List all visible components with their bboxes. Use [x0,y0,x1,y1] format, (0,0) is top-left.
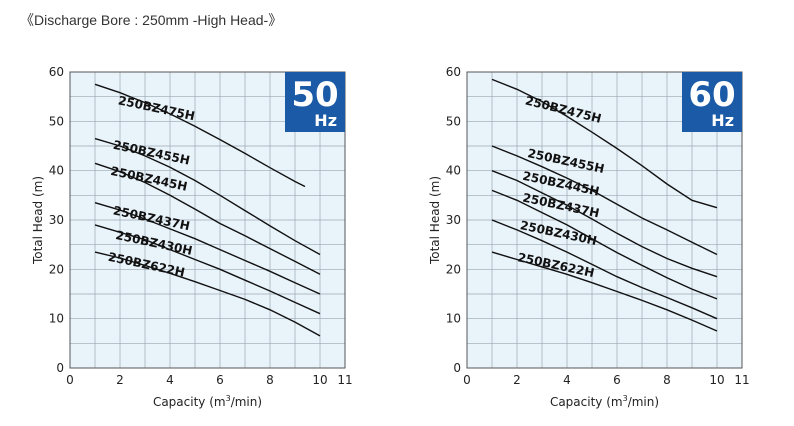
y-axis-title: Total Head (m) [428,176,442,265]
x-tick-label: 2 [513,373,521,387]
y-tick-label: 10 [49,312,64,326]
curve-250BZ437H [491,189,718,300]
x-tick-label: 2 [116,373,124,387]
x-tick-label: 0 [463,373,471,387]
y-tick-label: 10 [446,312,461,326]
y-tick-label: 40 [49,164,64,178]
curve-250BZ455H [491,145,718,256]
curve-250BZ455H [94,137,321,256]
frequency-badge-unit: Hz [711,111,734,130]
curve-250BZ437H [94,202,321,295]
frequency-badge [682,72,742,132]
x-axis-title-prefix: Capacity (m [550,395,623,409]
x-axis-title-superscript: 3 [623,394,628,403]
x-axis-title-superscript: 3 [226,394,231,403]
x-axis-title-prefix: Capacity (m [153,395,226,409]
curve-250BZ622H [491,251,718,332]
x-axis-title: Capacity (m3/min) [153,394,262,409]
y-tick-label: 30 [446,213,461,227]
chart-60hz: 0 2 4 6 8 10 11 0 10 20 30 40 50 60 Capacity (m3/min) T… [428,65,750,409]
x-tick-label: 10 [709,373,724,387]
x-tick-label: 11 [337,373,352,387]
page-title: 《Discharge Bore : 250mm -High Head-》 [20,12,283,28]
x-axis-title-suffix: /min) [628,395,659,409]
x-tick-label: 6 [613,373,621,387]
x-tick-label: 10 [312,373,327,387]
y-tick-label: 0 [56,361,64,375]
x-axis-title-suffix: /min) [231,395,262,409]
x-axis-title: Capacity (m3/min) [550,394,659,409]
frequency-badge-value: 60 [688,75,735,115]
x-tick-label: 8 [266,373,274,387]
frequency-badge-value: 50 [291,75,338,115]
x-tick-label: 0 [66,373,74,387]
x-tick-label: 4 [563,373,571,387]
curve-250BZ445H [94,162,321,275]
frequency-badge-unit: Hz [314,111,337,130]
x-tick-label: 11 [734,373,749,387]
y-tick-label: 0 [453,361,461,375]
y-tick-label: 50 [446,114,461,128]
plot-frame [466,71,743,369]
x-tick-label: 8 [663,373,671,387]
curve-250BZ475H [94,83,306,188]
curve-250BZ445H [491,170,718,278]
y-tick-label: 60 [446,65,461,79]
y-tick-label: 30 [49,213,64,227]
chart-50hz: 0 2 4 6 8 10 11 0 10 20 30 40 50 60 Capacity (m3/min) T… [31,65,353,409]
frequency-badge [285,72,345,132]
curve-250BZ622H [94,251,321,337]
curve-250BZ475H [491,78,718,209]
curve-250BZ430H [491,219,718,320]
x-tick-label: 6 [216,373,224,387]
curve-250BZ430H [94,224,321,315]
y-axis-title: Total Head (m) [31,176,45,265]
y-tick-label: 40 [446,164,461,178]
y-tick-label: 60 [49,65,64,79]
y-tick-label: 50 [49,114,64,128]
x-tick-label: 4 [166,373,174,387]
plot-frame [69,71,346,369]
y-tick-label: 20 [446,262,461,276]
y-tick-label: 20 [49,262,64,276]
